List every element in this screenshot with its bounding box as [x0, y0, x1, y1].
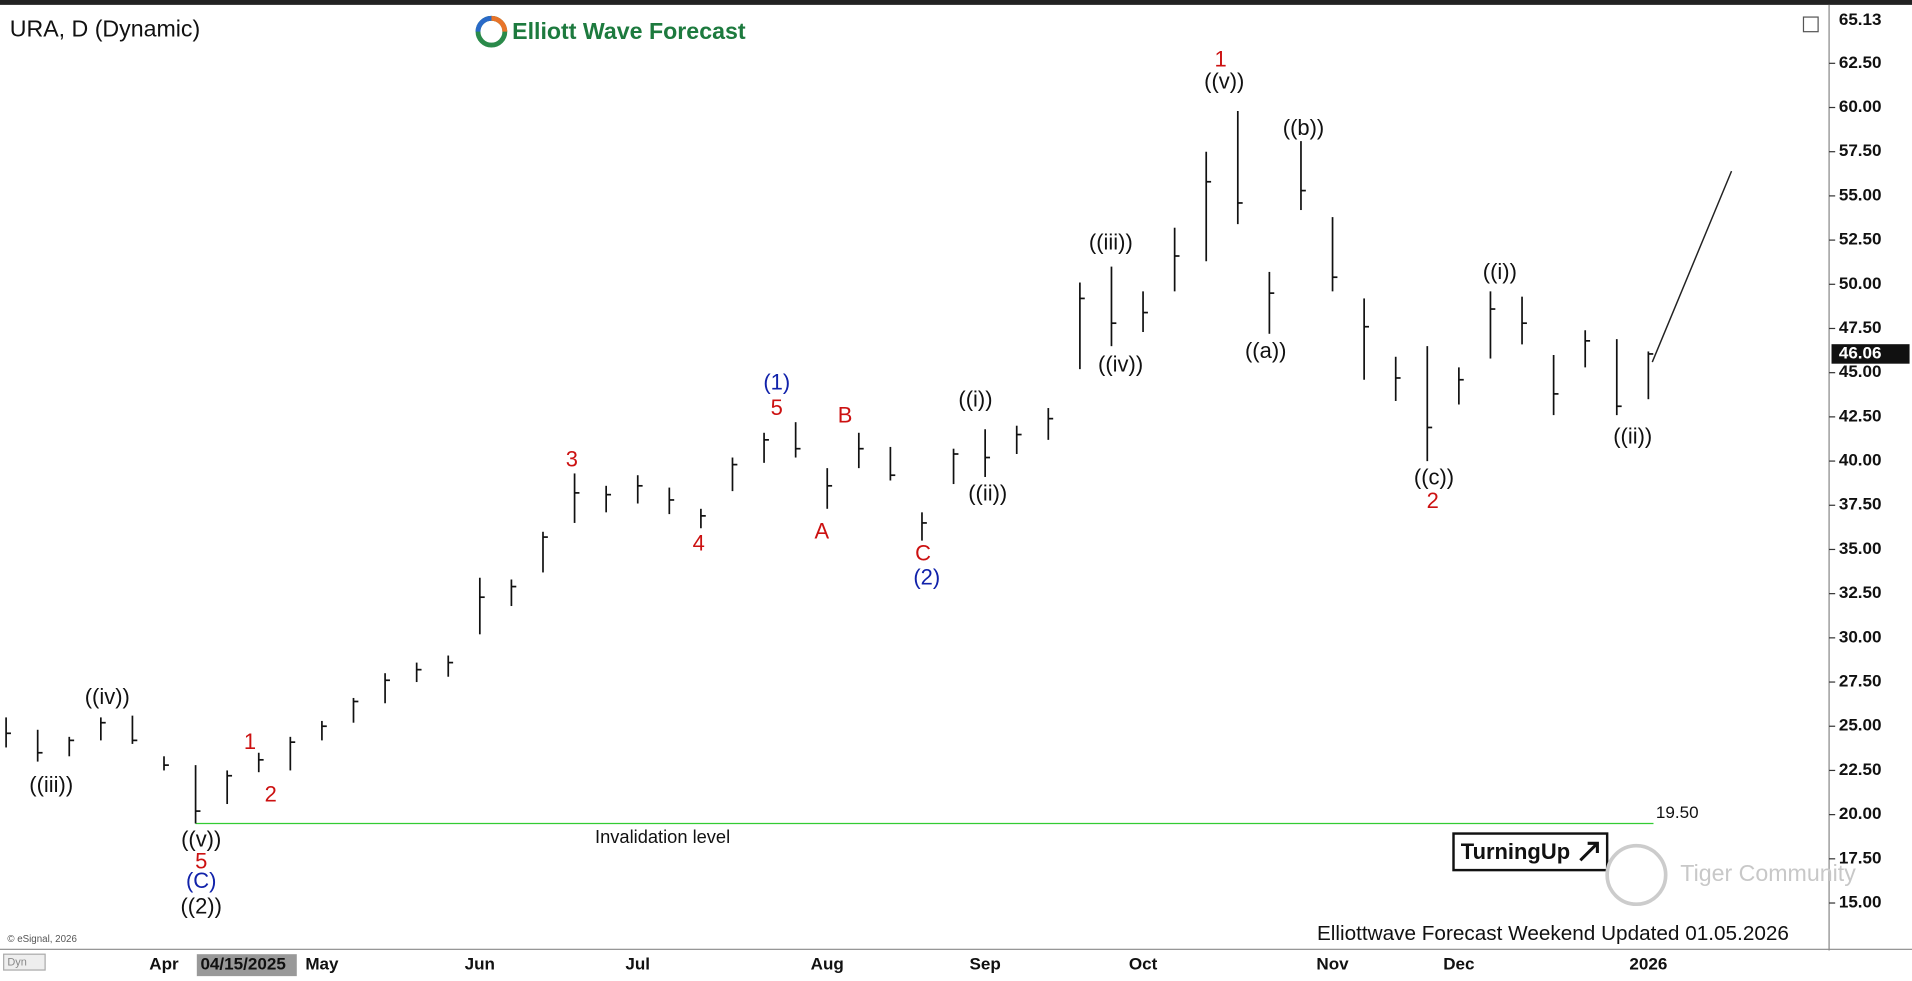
x-tick-label: Aug — [811, 955, 844, 974]
wave-label: ((v)) — [181, 827, 221, 852]
y-tick-label: 15.00 — [1839, 893, 1882, 912]
y-tick-label: 50.00 — [1839, 274, 1882, 293]
badge-box — [1452, 832, 1609, 872]
x-tick-label: May — [305, 955, 339, 974]
wave-label: ((a)) — [1245, 338, 1286, 363]
x-tick-label: Nov — [1316, 955, 1349, 974]
wave-label: 3 — [566, 446, 578, 471]
y-tick-label: 60.00 — [1839, 97, 1882, 116]
y-tick-label: 57.50 — [1839, 141, 1882, 160]
chart-title: URA, D (Dynamic) — [10, 16, 200, 42]
wave-label: (1) — [763, 370, 790, 395]
corner-label: Dyn — [7, 957, 27, 969]
last-price-box — [1831, 344, 1910, 364]
y-tick-label: 42.50 — [1839, 406, 1882, 425]
x-tick-label: Oct — [1129, 955, 1158, 974]
wave-label: 4 — [693, 531, 705, 556]
cursor-date-box — [196, 954, 297, 977]
brand-logo: Elliott Wave Forecast — [475, 15, 746, 48]
y-tick-label: 45.00 — [1839, 362, 1882, 381]
wave-label: 2 — [265, 782, 277, 807]
wave-label: 1 — [244, 729, 256, 754]
y-tick-label: 30.00 — [1839, 627, 1882, 646]
wave-label: ((c)) — [1414, 465, 1454, 490]
wave-label: 1 — [1215, 47, 1227, 72]
wave-label: (C) — [186, 868, 216, 893]
wave-label: ((iii)) — [29, 772, 73, 797]
x-tick-label: Sep — [970, 955, 1001, 974]
logo-icon — [491, 15, 508, 32]
y-tick-label: 27.50 — [1839, 672, 1882, 691]
y-tick-label: 40.00 — [1839, 451, 1882, 470]
wave-label: (2) — [913, 565, 940, 590]
wave-label: ((i)) — [958, 387, 992, 412]
cursor-date: 04/15/2025 — [200, 955, 285, 974]
y-tick-label: 62.50 — [1839, 53, 1882, 72]
window-icon[interactable] — [1802, 16, 1819, 33]
wave-label: ((ii)) — [1613, 423, 1652, 448]
x-tick-label: Jun — [465, 955, 495, 974]
wave-label: ((2)) — [180, 894, 221, 919]
wave-label: ((iv)) — [85, 684, 130, 709]
wave-label: ((iii)) — [1089, 230, 1133, 255]
y-tick-label: 55.00 — [1839, 185, 1882, 204]
invalidation-value: 19.50 — [1656, 803, 1699, 822]
wave-label: ((v)) — [1204, 69, 1244, 94]
y-tick-label: 22.50 — [1839, 760, 1882, 779]
footer: Elliottwave Forecast Weekend Updated 01.… — [1317, 922, 1789, 945]
y-tick-label: 25.00 — [1839, 716, 1882, 735]
wave-label: ((i)) — [1483, 259, 1517, 284]
watermark: Tiger Community — [1680, 860, 1856, 886]
wave-label: 2 — [1427, 488, 1439, 513]
wave-label: A — [815, 518, 830, 543]
badge: TurningUp — [1452, 832, 1609, 872]
y-tick-label: 37.50 — [1839, 495, 1882, 514]
x-tick-label: Dec — [1443, 955, 1474, 974]
projection-line — [1651, 170, 1733, 363]
y-tick-label: 17.50 — [1839, 848, 1882, 867]
wave-label: ((b)) — [1283, 115, 1324, 140]
x-tick-label: Jul — [625, 955, 650, 974]
badge-arrow — [1579, 841, 1599, 862]
invalidation-text: Invalidation level — [595, 826, 730, 847]
wave-label: ((iv)) — [1098, 351, 1143, 376]
wave-label: 5 — [771, 395, 783, 420]
x-tick-label: Apr — [149, 955, 179, 974]
wave-label: C — [915, 540, 931, 565]
brand-name: Elliott Wave Forecast — [512, 18, 746, 44]
y-tick-label: 47.50 — [1839, 318, 1882, 337]
logo-icon — [475, 15, 492, 32]
top-border — [0, 0, 1912, 5]
badge-text: TurningUp — [1461, 839, 1570, 864]
y-tick-label: 35.00 — [1839, 539, 1882, 558]
copyright: © eSignal, 2026 — [7, 934, 77, 945]
x-tick-label: 2026 — [1629, 955, 1667, 974]
watermark-icon — [1605, 843, 1668, 907]
wave-label: 5 — [195, 849, 207, 874]
wave-label: ((ii)) — [968, 481, 1007, 506]
top-price-label: 65.13 — [1839, 10, 1882, 29]
wave-label: B — [838, 403, 853, 428]
corner-box — [3, 953, 46, 971]
y-tick-label: 20.00 — [1839, 804, 1882, 823]
y-tick-label: 52.50 — [1839, 230, 1882, 249]
last-price-label: 46.06 — [1839, 343, 1882, 362]
y-tick-label: 32.50 — [1839, 583, 1882, 602]
